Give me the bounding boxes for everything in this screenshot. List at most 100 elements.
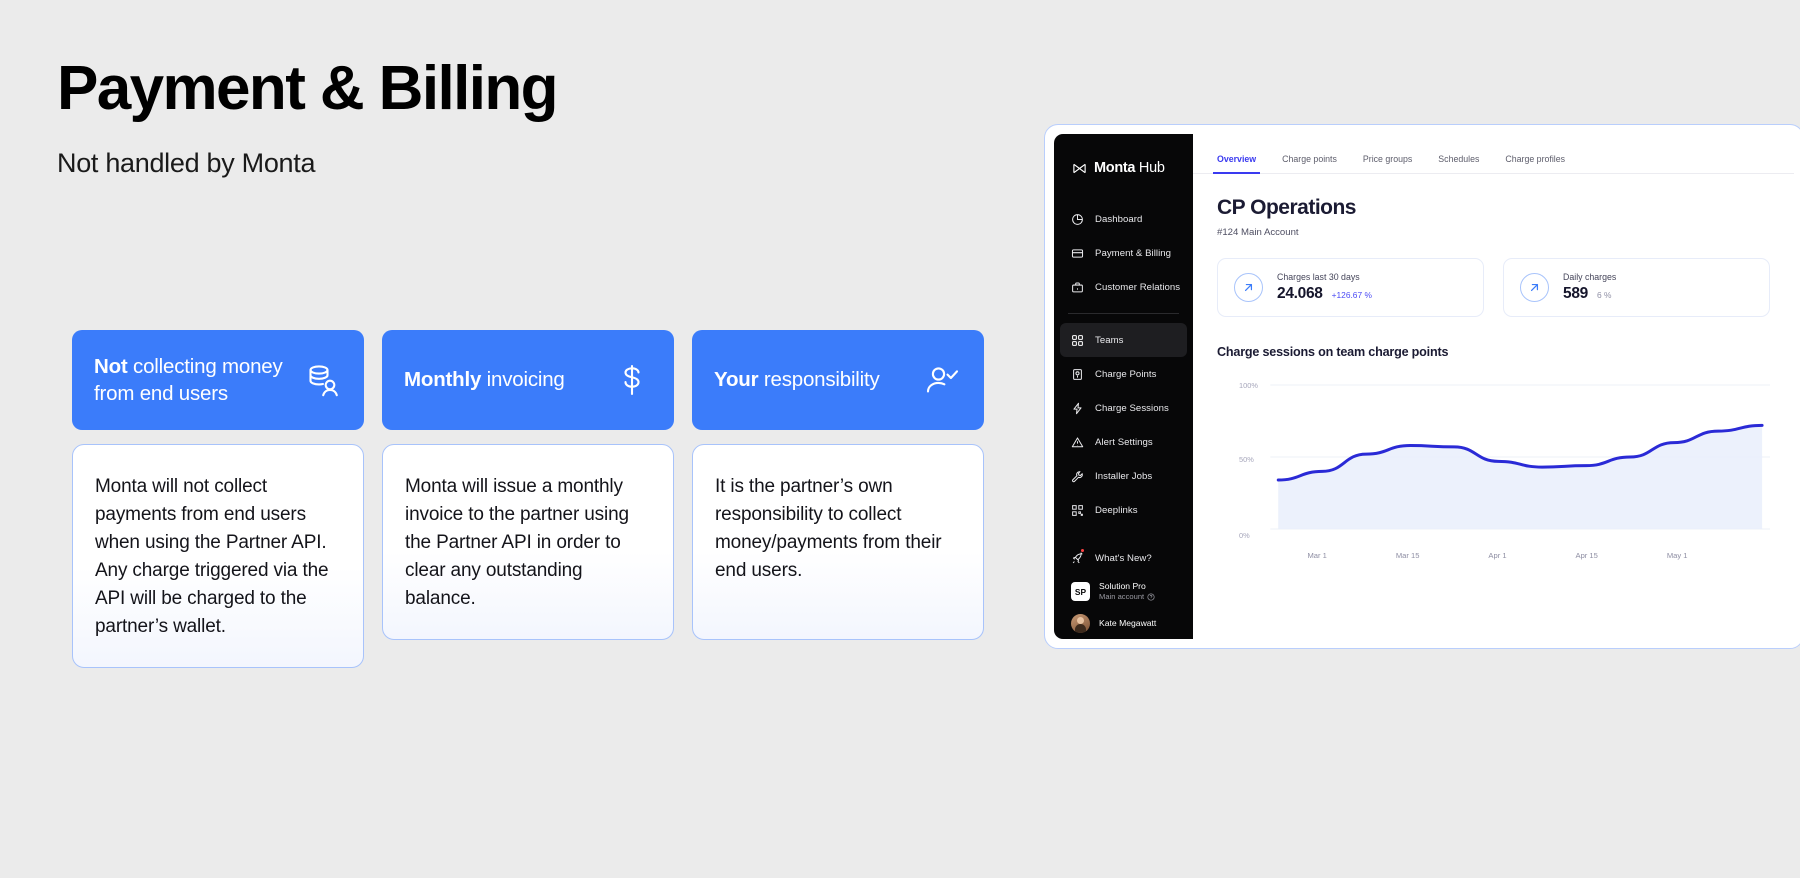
sidebar-item-payment-billing[interactable]: Payment & Billing bbox=[1060, 236, 1187, 270]
card-header-strong-2: Monthly bbox=[404, 368, 482, 392]
dashboard-content: CP Operations #124 Main Account Charges … bbox=[1193, 174, 1794, 639]
stat-delta: 6 % bbox=[1596, 290, 1612, 300]
card-header-1: Not collecting money from end users bbox=[72, 330, 364, 430]
sidebar-item-teams[interactable]: Teams bbox=[1060, 323, 1187, 357]
stat-value-row: 589 6 % bbox=[1563, 285, 1616, 303]
pie-chart-icon bbox=[1071, 213, 1084, 226]
card-header-strong-3: Your bbox=[714, 368, 759, 392]
arrow-up-right-icon bbox=[1520, 273, 1549, 302]
monta-logo-icon bbox=[1072, 161, 1087, 176]
account-subtitle-row: Main account bbox=[1099, 592, 1155, 602]
user-profile[interactable]: Kate Megawatt bbox=[1060, 608, 1187, 639]
wrench-icon bbox=[1071, 470, 1084, 483]
card-column-3: Your responsibility It is the partner’s … bbox=[692, 330, 984, 668]
arrow-up-right-icon bbox=[1234, 273, 1263, 302]
sidebar-item-charge-sessions[interactable]: Charge Sessions bbox=[1060, 391, 1187, 425]
stat-label: Daily charges bbox=[1563, 272, 1617, 282]
sidebar-label: Charge Points bbox=[1095, 368, 1157, 380]
tab-overview[interactable]: Overview bbox=[1212, 154, 1261, 174]
card-header-title-2: Monthly invoicing bbox=[404, 366, 565, 393]
tab-charge-profiles[interactable]: Charge profiles bbox=[1505, 154, 1566, 164]
account-subtitle: Main account bbox=[1099, 592, 1145, 602]
coins-person-icon bbox=[302, 360, 342, 400]
tab-charge-points[interactable]: Charge points bbox=[1282, 154, 1337, 164]
card-column-1: Not collecting money from end users Mont… bbox=[72, 330, 364, 668]
rocket-icon bbox=[1071, 551, 1084, 565]
user-name: Kate Megawatt bbox=[1099, 617, 1157, 628]
sidebar-label: Installer Jobs bbox=[1095, 470, 1153, 482]
card-header-strong-1: Not bbox=[94, 354, 128, 378]
dashboard-tabs: Overview Charge points Price groups Sche… bbox=[1193, 134, 1794, 174]
sidebar-item-deeplinks[interactable]: Deeplinks bbox=[1060, 493, 1187, 527]
sidebar-label: Payment & Billing bbox=[1095, 247, 1172, 259]
sidebar-item-customer-relations[interactable]: Customer Relations bbox=[1060, 270, 1187, 304]
y-tick-50: 50% bbox=[1239, 455, 1254, 464]
account-name: Solution Pro bbox=[1099, 581, 1146, 591]
sidebar-label: Alert Settings bbox=[1095, 436, 1153, 448]
card-body-1: Monta will not collect payments from end… bbox=[72, 444, 364, 668]
grid-icon bbox=[1071, 334, 1084, 347]
sidebar-label: Deeplinks bbox=[1095, 504, 1138, 516]
sidebar-spacer bbox=[1054, 527, 1193, 541]
card-header-title-3: Your responsibility bbox=[714, 366, 880, 393]
sidebar-label: Dashboard bbox=[1095, 213, 1143, 225]
page-title: Payment & Billing bbox=[57, 54, 559, 123]
stat-value: 589 bbox=[1563, 285, 1588, 302]
sidebar-item-installer-jobs[interactable]: Installer Jobs bbox=[1060, 459, 1187, 493]
card-header-rest-3: responsibility bbox=[758, 368, 880, 392]
dashboard-page-subtitle: #124 Main Account bbox=[1217, 227, 1299, 238]
card-header-2: Monthly invoicing bbox=[382, 330, 674, 430]
x-tick: Apr 1 bbox=[1488, 551, 1507, 560]
page-subtitle: Not handled by Monta bbox=[57, 148, 316, 178]
x-tick: May 1 bbox=[1666, 551, 1688, 560]
stat-label: Charges last 30 days bbox=[1277, 272, 1360, 282]
dashboard-main: Overview Charge points Price groups Sche… bbox=[1193, 134, 1794, 639]
briefcase-icon bbox=[1071, 281, 1084, 294]
card-column-2: Monthly invoicing Monta will issue a mon… bbox=[382, 330, 674, 668]
card-grid: Not collecting money from end users Mont… bbox=[72, 330, 984, 668]
sidebar-label: Charge Sessions bbox=[1095, 402, 1169, 414]
card-body-2: Monta will issue a monthly invoice to th… bbox=[382, 444, 674, 640]
brand: Monta Hub bbox=[1054, 160, 1193, 176]
brand-text: Monta Hub bbox=[1094, 160, 1165, 176]
qr-code-icon bbox=[1071, 504, 1084, 517]
y-tick-100: 100% bbox=[1239, 381, 1258, 390]
avatar bbox=[1071, 614, 1090, 634]
dollar-sign-icon bbox=[612, 360, 652, 400]
dashboard-sidebar: Monta Hub Dashboard Payment & Billing bbox=[1054, 134, 1193, 639]
chart-section-title: Charge sessions on team charge points bbox=[1217, 345, 1449, 359]
sidebar-label: Customer Relations bbox=[1095, 281, 1181, 293]
charge-point-icon bbox=[1071, 368, 1084, 381]
sidebar-item-charge-points[interactable]: Charge Points bbox=[1060, 357, 1187, 391]
card-header-3: Your responsibility bbox=[692, 330, 984, 430]
card-header-title-1: Not collecting money from end users bbox=[94, 353, 292, 408]
warning-triangle-icon bbox=[1071, 436, 1084, 449]
person-check-icon bbox=[922, 360, 962, 400]
chart-x-axis: Mar 1 Mar 15 Apr 1 Apr 15 May 1 bbox=[1217, 551, 1770, 560]
card-body-3: It is the partner’s own responsibility t… bbox=[692, 444, 984, 640]
tab-schedules[interactable]: Schedules bbox=[1438, 154, 1480, 164]
tab-price-groups[interactable]: Price groups bbox=[1362, 154, 1413, 164]
chart-plot bbox=[1270, 384, 1770, 530]
sidebar-label: What's New? bbox=[1095, 552, 1152, 564]
sidebar-item-dashboard[interactable]: Dashboard bbox=[1060, 202, 1187, 236]
account-switcher[interactable]: SP Solution Pro Main account bbox=[1060, 575, 1187, 608]
account-initials: SP bbox=[1071, 582, 1090, 602]
stat-card-daily-charges: Daily charges 589 6 % bbox=[1503, 258, 1770, 317]
card-header-rest-1: collecting money from end users bbox=[94, 354, 283, 405]
dashboard-page-title: CP Operations bbox=[1217, 196, 1356, 219]
x-tick: Apr 15 bbox=[1575, 551, 1598, 560]
credit-card-icon bbox=[1071, 247, 1084, 260]
sidebar-item-alert-settings[interactable]: Alert Settings bbox=[1060, 425, 1187, 459]
card-header-rest-2: invoicing bbox=[481, 368, 565, 392]
brand-light: Hub bbox=[1135, 160, 1165, 176]
sidebar-item-whats-new[interactable]: What's New? bbox=[1060, 541, 1187, 575]
stat-cards: Charges last 30 days 24.068 +126.67 % bbox=[1217, 258, 1770, 317]
stat-value-row: 24.068 +126.67 % bbox=[1277, 285, 1372, 303]
stat-card-charges-30-days: Charges last 30 days 24.068 +126.67 % bbox=[1217, 258, 1484, 317]
x-tick: Mar 15 bbox=[1395, 551, 1420, 560]
stat-delta: +126.67 % bbox=[1331, 290, 1372, 300]
sidebar-divider bbox=[1068, 313, 1179, 314]
notification-dot bbox=[1081, 549, 1084, 552]
